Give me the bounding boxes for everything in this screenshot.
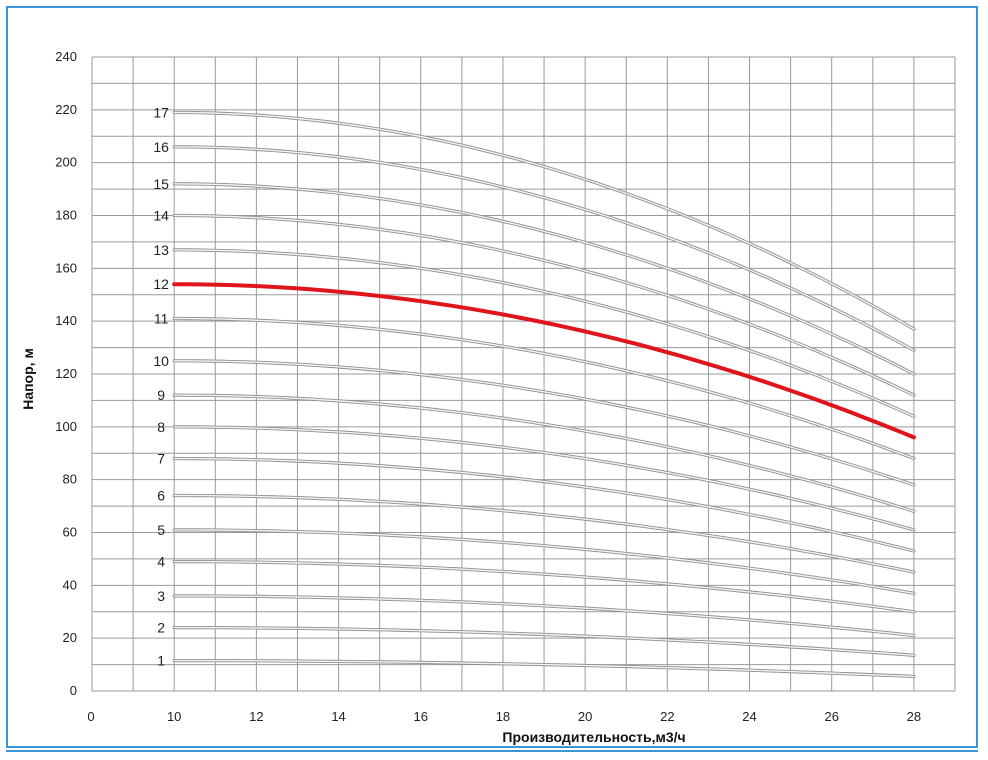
- grid: [91, 56, 956, 692]
- bottom-strip: [6, 750, 978, 760]
- curve-number-label: 15: [153, 176, 169, 192]
- x-tick-label: 12: [249, 709, 263, 724]
- performance-curve: [173, 183, 915, 375]
- performance-curve: [173, 457, 915, 552]
- y-axis-title: Напор, м: [20, 348, 36, 410]
- performance-curve: [173, 560, 915, 613]
- curve-number-label: 17: [153, 104, 169, 120]
- performance-curve: [173, 529, 915, 594]
- curve-number-label: 1: [157, 653, 165, 669]
- performance-curve: [173, 360, 915, 486]
- x-axis-title: Производительность,м3/ч: [502, 729, 685, 745]
- y-tick-label: 220: [55, 102, 77, 117]
- performance-curve: [173, 249, 915, 417]
- y-axis-ticks: 0 20 40 60 80 100 120 140 160 180 200 220 240: [55, 49, 77, 698]
- performance-curve: [173, 394, 915, 513]
- performance-curve: [173, 146, 915, 351]
- y-tick-label: 240: [55, 49, 77, 64]
- curve-number-label: 8: [157, 419, 165, 435]
- performance-curve: [173, 214, 915, 396]
- curve-number-label: 2: [157, 620, 165, 636]
- curve-number-label: 7: [157, 451, 165, 467]
- x-tick-label: 10: [167, 709, 181, 724]
- x-tick-label: 26: [824, 709, 838, 724]
- y-tick-label: 20: [63, 630, 77, 645]
- y-tick-label: 200: [55, 155, 77, 170]
- x-tick-label: 14: [331, 709, 345, 724]
- x-tick-label: 28: [907, 709, 921, 724]
- curves: [172, 110, 916, 679]
- x-origin-label: 0: [87, 709, 94, 724]
- curve-number-label: 5: [157, 522, 165, 538]
- performance-curve: [173, 659, 915, 678]
- curve-number-label: 14: [153, 208, 169, 224]
- curve-number-label: 11: [154, 311, 169, 327]
- curve-number-label: 13: [153, 242, 169, 258]
- curve-number-label: 10: [153, 353, 169, 369]
- curve-number-label: 12: [153, 276, 169, 292]
- y-tick-label: 100: [55, 419, 77, 434]
- y-tick-label: 160: [55, 260, 77, 275]
- y-tick-label: 120: [55, 366, 77, 381]
- y-tick-label: 60: [63, 525, 77, 540]
- y-tick-label: 140: [55, 313, 77, 328]
- x-tick-label: 20: [578, 709, 592, 724]
- y-tick-label: 80: [63, 472, 77, 487]
- curve-number-label: 6: [157, 488, 165, 504]
- x-tick-label: 16: [414, 709, 428, 724]
- performance-curve: [173, 426, 915, 531]
- performance-curve: [173, 111, 915, 330]
- curve-number-label: 4: [157, 554, 165, 570]
- performance-curve-highlighted: [172, 282, 916, 440]
- performance-curve: [173, 595, 915, 637]
- performance-curve: [173, 626, 915, 656]
- y-tick-label: 40: [63, 577, 77, 592]
- performance-curve: [173, 317, 915, 460]
- curve-number-label: 9: [157, 387, 165, 403]
- curve-number-label: 16: [153, 139, 169, 155]
- x-tick-label: 24: [742, 709, 756, 724]
- performance-curve: [173, 494, 915, 573]
- y-tick-label: 0: [70, 683, 77, 698]
- x-tick-label: 18: [496, 709, 510, 724]
- y-tick-label: 180: [55, 208, 77, 223]
- curve-number-label: 3: [157, 588, 165, 604]
- x-tick-label: 22: [660, 709, 674, 724]
- x-axis-ticks: 10 12 14 16 18 20 22 24 26 28: [167, 709, 921, 724]
